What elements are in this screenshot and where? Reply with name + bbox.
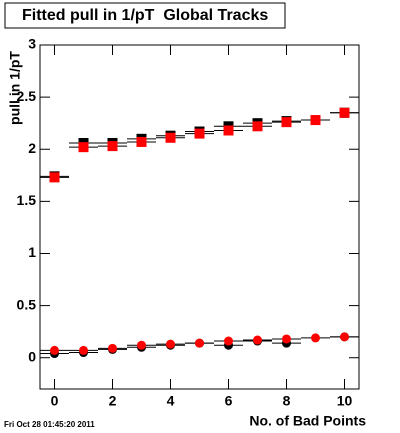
x-tick-label: 6 [225, 393, 233, 409]
x-tick-label: 4 [167, 393, 175, 409]
marker [282, 334, 291, 344]
marker [224, 336, 233, 346]
marker [311, 333, 320, 343]
marker [136, 136, 147, 147]
y-tick-label: 2.5 [17, 88, 37, 104]
marker [78, 142, 89, 153]
y-tick-label: 0 [28, 348, 36, 364]
marker [310, 115, 321, 126]
marker [50, 345, 59, 355]
marker [339, 107, 350, 118]
marker [252, 121, 263, 132]
marker [108, 343, 117, 353]
x-tick-label: 8 [283, 393, 291, 409]
footer: Fri Oct 28 01:45:20 2011 [4, 420, 95, 429]
marker [340, 332, 349, 342]
x-tick-label: 0 [51, 393, 59, 409]
y-tick-label: 1 [28, 244, 36, 260]
x-tick-label: 2 [109, 393, 117, 409]
marker [253, 335, 262, 345]
marker [49, 172, 60, 183]
plot-frame [39, 44, 360, 390]
marker [79, 345, 88, 355]
title-box [4, 2, 286, 29]
x-tick-label: 10 [337, 393, 353, 409]
marker [166, 339, 175, 349]
marker [107, 141, 118, 152]
marker [223, 125, 234, 136]
marker [137, 340, 146, 350]
marker [194, 128, 205, 139]
y-axis-label: pull in 1/pT [7, 51, 23, 125]
chart-title: Fitted pull in 1/pT Global Tracks [22, 7, 268, 24]
y-tick-label: 2 [28, 140, 36, 156]
y-tick-label: 3 [28, 36, 36, 52]
marker [165, 132, 176, 143]
y-tick-label: 0.5 [17, 296, 37, 312]
x-axis-label: No. of Bad Points [249, 413, 366, 429]
marker [281, 117, 292, 128]
marker [195, 338, 204, 348]
y-tick-label: 1.5 [17, 192, 37, 208]
